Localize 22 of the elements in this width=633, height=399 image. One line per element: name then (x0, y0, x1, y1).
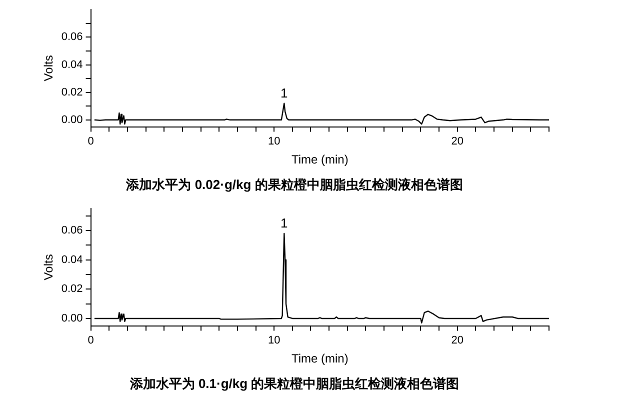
text: 添加水平为 0.1·g/kg 的果粒橙中胭脂虫红检测液相色谱图 (128, 376, 460, 391)
y-tick-label: 0.00 (61, 312, 83, 325)
y-axis-title: Volts (42, 254, 56, 280)
y-tick-label: 0.04 (61, 254, 83, 266)
y-tick-label: 0.02 (61, 86, 83, 98)
annotation: 1 (280, 85, 288, 100)
y-tick-label: 0.04 (61, 58, 83, 71)
x-tick-label: 20 (451, 135, 464, 148)
y-axis-title: Volts (42, 55, 56, 82)
y-tick-label: 0.06 (61, 224, 83, 237)
x-tick-label: 10 (268, 135, 280, 148)
text: 添加水平为 0.02·g/kg 的果粒橙中胭脂虫红检测液相色谱图 (125, 176, 463, 192)
x-axis-title: Time (min) (291, 352, 348, 366)
annotation: 1 (280, 216, 288, 231)
x-tick-label: 0 (88, 334, 94, 346)
y-tick-label: 0.00 (61, 114, 83, 126)
x-tick-label: 20 (451, 334, 464, 346)
x-tick-label: 0 (88, 135, 94, 148)
x-tick-label: 10 (268, 334, 280, 346)
y-tick-label: 0.02 (61, 283, 83, 296)
y-tick-label: 0.06 (61, 31, 83, 44)
x-axis-title: Time (min) (291, 152, 348, 167)
